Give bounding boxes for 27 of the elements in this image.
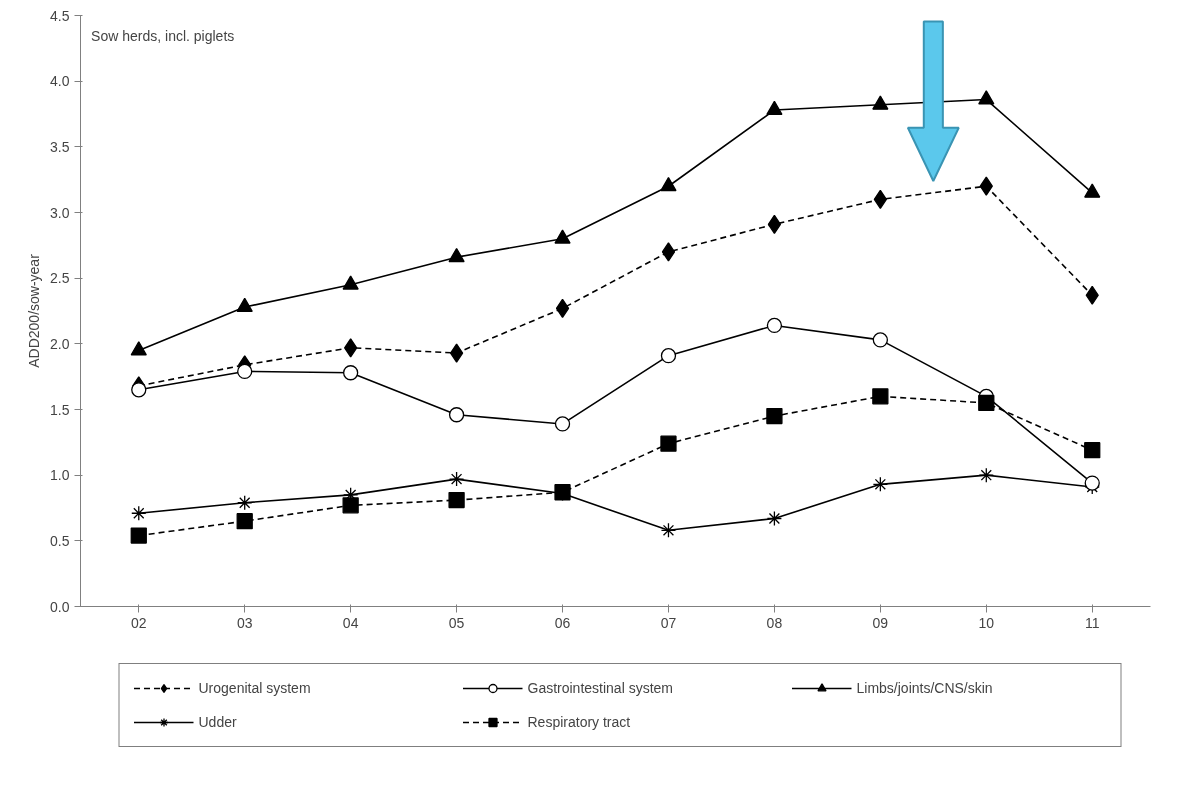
x-tick-label: 03 <box>236 614 253 631</box>
x-tick-label: 08 <box>766 614 783 631</box>
y-tick-label: 3.0 <box>50 204 70 221</box>
y-tick-label: 2.5 <box>50 270 70 287</box>
y-tick-label: 0.0 <box>50 598 70 615</box>
legend-label: Limbs/joints/CNS/skin <box>856 680 994 696</box>
legend-label: Respiratory tract <box>527 714 632 730</box>
x-tick-label: 09 <box>872 614 889 631</box>
y-tick-label: 2.0 <box>50 335 70 352</box>
x-tick-label: 06 <box>554 614 571 631</box>
annotation: Sow herds, incl. piglets <box>91 27 235 44</box>
x-tick-label: 10 <box>978 614 995 631</box>
y-axis-title: ADD200/sow-year <box>26 253 43 368</box>
y-tick-label: 0.5 <box>50 532 70 549</box>
x-tick-label: 05 <box>448 614 465 631</box>
legend-label: Udder <box>198 714 238 730</box>
x-tick-label: 04 <box>342 614 359 631</box>
y-tick-label: 4.0 <box>50 73 70 90</box>
y-tick-label: 1.5 <box>50 401 70 418</box>
legend-label: Urogenital system <box>198 680 312 696</box>
y-tick-label: 3.5 <box>50 138 70 155</box>
legend-label: Gastrointestinal system <box>527 680 674 696</box>
x-tick-label: 11 <box>1084 614 1100 631</box>
x-tick-label: 07 <box>660 614 677 631</box>
x-tick-label: 02 <box>130 614 147 631</box>
y-tick-label: 4.5 <box>50 7 70 24</box>
y-tick-label: 1.0 <box>50 467 70 484</box>
